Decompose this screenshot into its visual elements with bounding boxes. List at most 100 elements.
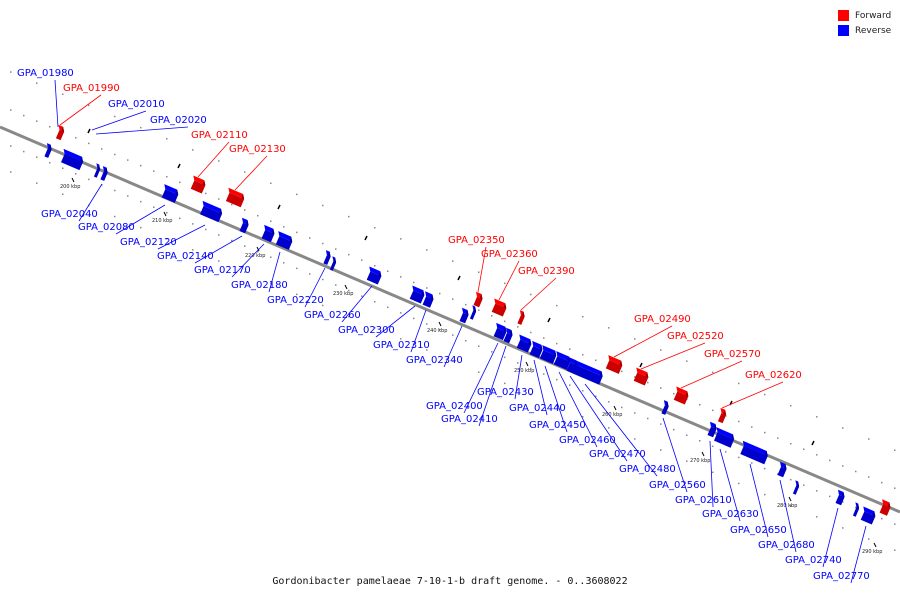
label-leader	[520, 277, 557, 311]
strand-dot	[452, 360, 454, 362]
scale-tick-label: 230 kbp	[333, 291, 353, 297]
gene-label[interactable]: GPA_02460	[559, 435, 616, 446]
gene-block[interactable]	[879, 499, 891, 516]
gene-block[interactable]	[409, 285, 425, 304]
gene-label[interactable]: GPA_02360	[481, 249, 538, 260]
gene-label[interactable]: GPA_02480	[619, 464, 676, 475]
gene-label[interactable]: GPA_02650	[730, 525, 787, 536]
strand-dot	[192, 249, 194, 251]
gene-block[interactable]	[93, 163, 101, 178]
strand-dot	[244, 245, 246, 247]
gene-label[interactable]: GPA_02570	[704, 349, 761, 360]
gene-label[interactable]: GPA_02490	[634, 314, 691, 325]
gene-label[interactable]: GPA_02350	[448, 235, 505, 246]
gene-block[interactable]	[707, 421, 717, 438]
gene-label[interactable]: GPA_02140	[157, 251, 214, 262]
gene-label[interactable]: GPA_02740	[785, 555, 842, 566]
gene-block[interactable]	[633, 367, 649, 386]
gene-label[interactable]: GPA_02010	[108, 99, 165, 110]
gene-label[interactable]: GPA_02340	[406, 355, 463, 366]
gene-label[interactable]: GPA_02040	[41, 209, 98, 220]
gene-block[interactable]	[717, 407, 727, 424]
gene-block[interactable]	[55, 124, 65, 141]
gene-label[interactable]: GPA_02410	[441, 414, 498, 425]
gene-block[interactable]	[835, 489, 845, 506]
gene-label[interactable]: GPA_02260	[304, 310, 361, 321]
gene-block[interactable]	[329, 256, 337, 271]
gene-label[interactable]: GPA_01980	[17, 68, 74, 79]
strand-dot	[426, 349, 428, 351]
gene-block[interactable]	[860, 506, 876, 525]
gene-block[interactable]	[517, 310, 525, 325]
strand-dot	[530, 367, 532, 370]
strand-dot	[517, 326, 519, 328]
gene-block[interactable]	[605, 355, 623, 374]
gene-block-top	[519, 334, 532, 345]
gene-block-front	[44, 148, 52, 158]
gene-label[interactable]: GPA_02300	[338, 325, 395, 336]
gene-block[interactable]	[553, 351, 571, 370]
gene-block[interactable]	[200, 200, 222, 223]
gene-label[interactable]: GPA_02470	[589, 449, 646, 460]
gene-block[interactable]	[573, 360, 603, 385]
gene-label[interactable]: GPA_02630	[702, 509, 759, 520]
gene-block[interactable]	[740, 440, 768, 465]
gene-block-front	[517, 315, 525, 325]
gene-block[interactable]	[323, 250, 331, 265]
gene-label[interactable]: GPA_01990	[63, 83, 120, 94]
gene-block-front	[493, 327, 507, 341]
gene-block[interactable]	[503, 327, 513, 344]
label-leader	[157, 224, 206, 250]
gene-block[interactable]	[777, 461, 787, 478]
gene-block[interactable]	[473, 291, 483, 308]
gene-block[interactable]	[261, 224, 275, 243]
gene-block[interactable]	[161, 184, 179, 203]
gene-block[interactable]	[661, 400, 669, 415]
gene-label[interactable]: GPA_02110	[191, 130, 248, 141]
gene-block[interactable]	[100, 166, 108, 181]
gene-block[interactable]	[714, 427, 734, 448]
gene-block[interactable]	[529, 340, 543, 359]
gene-label[interactable]: GPA_02400	[426, 401, 483, 412]
gene-block[interactable]	[459, 307, 469, 324]
gene-label[interactable]: GPA_02520	[667, 331, 724, 342]
gene-block[interactable]	[422, 291, 434, 308]
gene-block[interactable]	[190, 175, 206, 194]
gene-block[interactable]	[493, 322, 507, 341]
gene-block[interactable]	[239, 217, 249, 234]
gene-label[interactable]: GPA_02440	[509, 403, 566, 414]
gene-label[interactable]: GPA_02080	[78, 222, 135, 233]
gene-block[interactable]	[491, 298, 507, 317]
gene-block[interactable]	[469, 305, 477, 320]
gene-label[interactable]: GPA_02390	[518, 266, 575, 277]
gene-label[interactable]: GPA_02170	[194, 265, 251, 276]
gene-label[interactable]: GPA_02020	[150, 115, 207, 126]
gene-block[interactable]	[516, 334, 532, 353]
gene-block[interactable]	[225, 187, 245, 208]
strand-dot	[816, 516, 818, 518]
gene-block[interactable]	[673, 386, 689, 405]
gene-block[interactable]	[275, 231, 293, 250]
gene-block[interactable]	[61, 148, 83, 171]
gene-label[interactable]: GPA_02310	[373, 340, 430, 351]
gene-label[interactable]: GPA_02220	[267, 295, 324, 306]
gene-block[interactable]	[539, 345, 557, 364]
gene-label[interactable]: GPA_02450	[529, 420, 586, 431]
gene-block[interactable]	[44, 143, 52, 158]
gene-label[interactable]: GPA_02430	[477, 387, 534, 398]
gene-label[interactable]: GPA_02130	[229, 144, 286, 155]
small-gene	[277, 204, 281, 210]
gene-label[interactable]: GPA_02680	[758, 540, 815, 551]
gene-label[interactable]: GPA_02560	[649, 480, 706, 491]
gene-label[interactable]: GPA_02620	[745, 370, 802, 381]
gene-label[interactable]: GPA_02180	[231, 280, 288, 291]
label-leader	[478, 345, 507, 427]
gene-block[interactable]	[852, 502, 860, 517]
gene-block-top	[532, 340, 543, 350]
gene-label[interactable]: GPA_02770	[813, 571, 870, 582]
gene-block[interactable]	[792, 480, 800, 495]
gene-label[interactable]: GPA_02610	[675, 495, 732, 506]
gene-label[interactable]: GPA_02120	[120, 237, 177, 248]
gene-block[interactable]	[366, 266, 382, 285]
gene-block-front	[860, 511, 876, 525]
